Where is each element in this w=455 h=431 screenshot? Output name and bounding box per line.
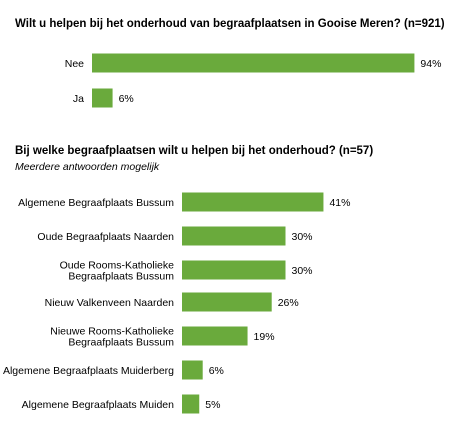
chart-2-category-label-5: Nieuwe Rooms-Katholieke Begraafplaats Bus… bbox=[50, 326, 174, 349]
chart-2-category-label-1: Algemene Begraafplaats Bussum bbox=[18, 197, 174, 209]
chart-1-title: Wilt u helpen bij het onderhoud van begr… bbox=[15, 18, 445, 30]
chart-2-subtitle: Meerdere antwoorden mogelijk bbox=[15, 161, 160, 173]
chart-1-value-label-1: 94% bbox=[420, 58, 441, 70]
chart-2-value-label-4: 26% bbox=[278, 297, 299, 309]
chart-2-category-label-6: Algemene Begraafplaats Muiderberg bbox=[3, 365, 174, 377]
chart-2-value-label-5: 19% bbox=[254, 331, 275, 343]
chart-2-category-label-4: Nieuw Valkenveen Naarden bbox=[45, 297, 175, 309]
chart-2-category-label-2: Oude Begraafplaats Naarden bbox=[37, 231, 174, 243]
chart-2-bar-2 bbox=[182, 226, 286, 246]
chart-2-value-label-1: 41% bbox=[329, 197, 350, 209]
chart-2-category-label-3: Oude Rooms-Katholieke Begraafplaats Bussu… bbox=[60, 260, 175, 283]
chart-2-bar-3 bbox=[182, 260, 286, 280]
chart-1-bar-1 bbox=[92, 53, 415, 73]
chart-2-bar-6 bbox=[182, 360, 203, 380]
chart-2-bar-7 bbox=[182, 394, 200, 414]
chart-2-bar-1 bbox=[182, 192, 324, 212]
chart-1-category-label-1: Nee bbox=[65, 58, 84, 70]
chart-1-bar-2 bbox=[92, 88, 113, 108]
chart-2-value-label-7: 5% bbox=[205, 399, 220, 411]
chart-2-category-label-7: Algemene Begraafplaats Muiden bbox=[22, 399, 175, 411]
chart-2-value-label-3: 30% bbox=[292, 265, 313, 277]
chart-2-value-label-2: 30% bbox=[292, 231, 313, 243]
chart-2-bar-4 bbox=[182, 292, 272, 312]
chart-2-value-label-6: 6% bbox=[209, 365, 224, 377]
chart-1-category-label-2: Ja bbox=[73, 93, 84, 105]
chart-2-bar-5 bbox=[182, 326, 248, 346]
chart-2-title: Bij welke begraafplaatsen wilt u helpen … bbox=[15, 145, 374, 157]
chart-1-value-label-2: 6% bbox=[119, 93, 134, 105]
